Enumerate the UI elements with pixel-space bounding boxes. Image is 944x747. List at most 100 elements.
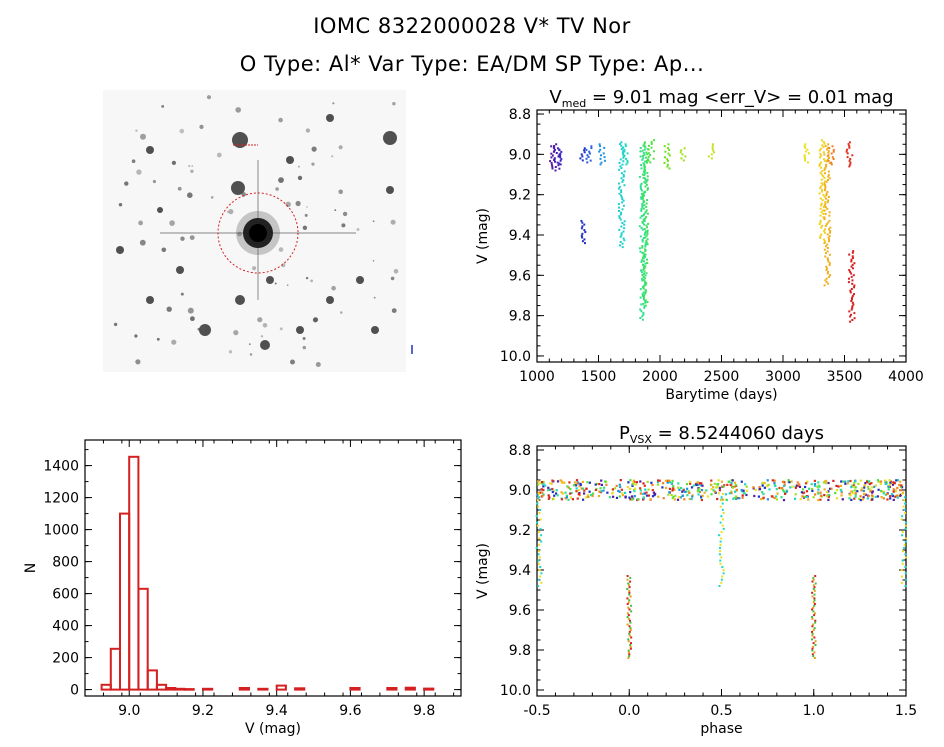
data-point — [710, 157, 713, 160]
data-point — [647, 494, 650, 497]
data-point — [573, 481, 576, 484]
data-point — [896, 496, 899, 499]
data-point — [821, 199, 824, 202]
data-point — [599, 148, 602, 151]
data-point — [781, 480, 784, 483]
data-point — [832, 148, 835, 151]
data-point — [634, 483, 638, 486]
data-point — [649, 498, 652, 501]
data-point — [899, 480, 902, 483]
data-point — [719, 505, 722, 508]
data-point — [656, 483, 659, 486]
histogram-chart: 9.0 9.2 9.4 9.6 9.8 0 200 400 600 800 1000 1200 1400… — [23, 439, 462, 737]
data-point — [805, 490, 809, 493]
data-point — [852, 274, 855, 277]
data-point — [850, 308, 853, 311]
data-point — [567, 498, 570, 501]
data-point — [559, 156, 562, 159]
data-point — [725, 498, 728, 502]
data-point — [584, 242, 586, 245]
data-point — [722, 518, 724, 521]
data-point — [904, 524, 907, 527]
data-point — [900, 518, 903, 521]
data-point — [639, 480, 642, 483]
data-point — [822, 151, 825, 154]
data-point — [628, 634, 631, 637]
data-point — [811, 591, 814, 594]
data-point — [581, 236, 584, 239]
data-point — [620, 211, 622, 214]
data-point — [840, 494, 843, 497]
y-tick-label: 1000 — [43, 523, 79, 539]
data-point — [643, 297, 645, 300]
data-point — [640, 269, 642, 272]
data-point — [585, 157, 588, 160]
data-point — [773, 479, 776, 482]
data-point — [618, 228, 621, 231]
data-point — [827, 260, 830, 263]
histogram-bar — [349, 687, 361, 691]
y-tick-label: 8.8 — [509, 443, 531, 459]
data-point — [576, 497, 579, 500]
data-point — [539, 481, 542, 484]
data-point — [628, 599, 631, 602]
data-point — [824, 167, 827, 170]
data-point — [650, 481, 653, 484]
data-point — [814, 493, 817, 496]
data-point — [757, 495, 760, 498]
data-point — [901, 515, 904, 518]
data-point — [892, 490, 895, 493]
data-point — [828, 253, 831, 256]
data-point — [857, 482, 860, 485]
data-point — [643, 148, 646, 151]
data-point — [812, 578, 815, 581]
data-point — [641, 203, 644, 206]
data-point — [854, 495, 857, 498]
data-point — [642, 255, 645, 258]
data-point — [811, 616, 814, 618]
data-point — [644, 284, 647, 287]
data-point — [643, 153, 646, 156]
data-point — [646, 175, 649, 178]
data-point — [622, 160, 625, 163]
data-point — [598, 490, 601, 493]
data-point — [667, 493, 670, 496]
data-point — [550, 156, 553, 159]
data-point — [553, 157, 556, 160]
data-point — [618, 216, 621, 219]
data-point — [681, 153, 684, 156]
histogram-bar — [109, 647, 122, 691]
data-point — [642, 144, 645, 147]
data-point — [646, 158, 649, 161]
data-point — [538, 493, 541, 495]
data-point — [827, 179, 829, 181]
x-tick-label: 3500 — [827, 369, 863, 385]
data-point — [832, 150, 835, 153]
data-point — [814, 644, 817, 646]
data-point — [851, 492, 854, 495]
data-point — [828, 219, 831, 222]
y-tick-label: 9.4 — [509, 563, 531, 579]
data-point — [835, 484, 838, 487]
data-point — [846, 152, 849, 155]
data-point — [827, 495, 830, 498]
data-point — [700, 489, 704, 492]
data-point — [752, 486, 755, 489]
data-point — [823, 216, 826, 219]
data-point — [820, 182, 823, 185]
data-point — [620, 167, 623, 169]
data-point — [537, 480, 540, 483]
data-point — [861, 487, 864, 490]
data-point — [621, 146, 624, 149]
data-point — [611, 488, 614, 491]
data-point — [623, 150, 626, 153]
data-point — [600, 479, 603, 482]
data-point — [877, 480, 880, 483]
data-point — [646, 178, 649, 181]
data-point — [644, 255, 647, 258]
data-point — [850, 275, 853, 278]
histogram-bar — [386, 687, 398, 691]
data-point — [729, 483, 732, 486]
data-point — [569, 488, 572, 491]
data-point — [730, 481, 733, 485]
